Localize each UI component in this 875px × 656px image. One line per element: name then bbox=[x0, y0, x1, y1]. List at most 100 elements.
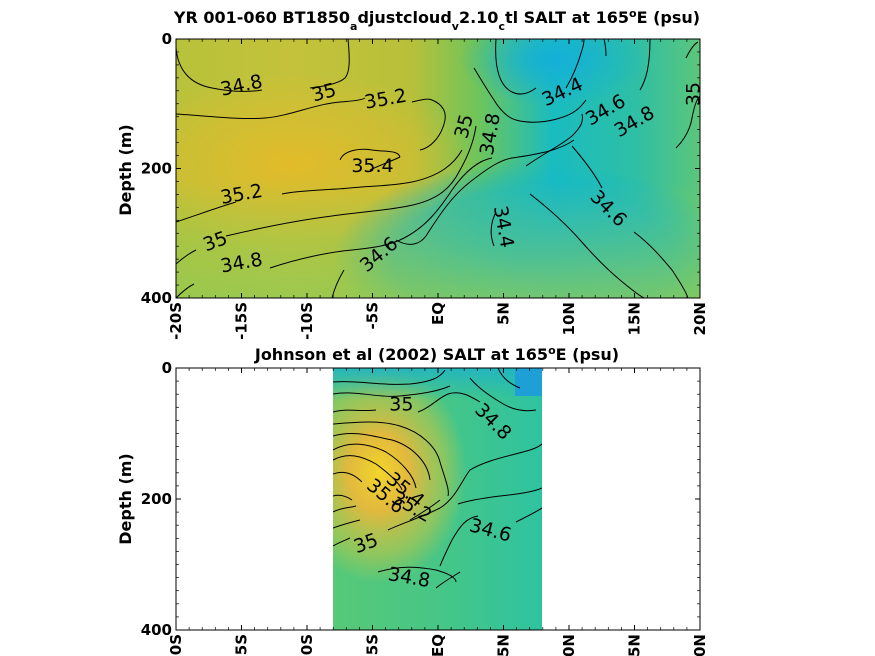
title-segment: E (psu) bbox=[637, 8, 701, 27]
x-tick-label: 10N bbox=[560, 634, 578, 656]
contour-line bbox=[457, 487, 542, 505]
panel-1-title: YR 001-060 BT1850adjustcloudv2.10ctl SAL… bbox=[173, 7, 700, 33]
x-tick-label: -5S bbox=[364, 634, 382, 656]
x-tick-label: -15S bbox=[233, 302, 251, 340]
panel-1-field: 34.8 35 35.235.43534.834.434.634.83535.235… bbox=[176, 39, 704, 298]
x-tick-label: 15N bbox=[626, 302, 644, 335]
contour-line bbox=[176, 47, 263, 92]
panel-1-ticks: -20S -15S -10S -5S EQ 5N 10N 15N 20N 0 200 400 bbox=[141, 30, 709, 340]
x-tick-label: 20N bbox=[691, 302, 709, 335]
contour-line bbox=[309, 39, 350, 89]
contour-line bbox=[339, 148, 401, 161]
contour-line bbox=[639, 39, 651, 91]
title-segment: o bbox=[629, 7, 637, 20]
contour-line bbox=[333, 455, 403, 491]
contour-line bbox=[369, 156, 401, 171]
x-tick-label: -10S bbox=[298, 302, 316, 340]
panel-2-ylabel: Depth (m) bbox=[116, 453, 135, 545]
panel-2-ticks: -20S -15S -10S -5S EQ 5N 10N 15N 20N 0 200 400 bbox=[141, 359, 709, 656]
x-tick-label: -10S bbox=[298, 634, 316, 656]
contour-line bbox=[387, 443, 542, 531]
contour-line bbox=[176, 249, 197, 265]
contour-label: 35 bbox=[389, 394, 413, 416]
contour-line bbox=[377, 566, 457, 583]
contour-line bbox=[515, 507, 542, 523]
y-tick-label: 0 bbox=[162, 30, 172, 48]
contour-line bbox=[495, 39, 537, 95]
contour-line bbox=[439, 515, 479, 567]
contour-line bbox=[333, 421, 449, 497]
contour-line bbox=[417, 392, 481, 413]
y-tick-label: 400 bbox=[141, 289, 172, 307]
x-tick-label: -15S bbox=[233, 634, 251, 656]
y-tick-label: 0 bbox=[162, 359, 172, 377]
x-tick-label: EQ bbox=[429, 634, 447, 656]
y-tick-label: 400 bbox=[141, 621, 172, 639]
panel-2: Johnson et al (2002) SALT at 165oE (psu) bbox=[116, 344, 709, 656]
contour-line bbox=[176, 97, 366, 120]
contour-line bbox=[571, 145, 603, 189]
panel-2-contour-lines bbox=[333, 368, 542, 589]
contour-line bbox=[685, 41, 699, 59]
contour-line bbox=[333, 385, 451, 397]
contour-line bbox=[565, 39, 585, 89]
contour-line bbox=[333, 409, 377, 413]
contour-line bbox=[490, 211, 497, 247]
panel-1-contour-lines bbox=[176, 39, 700, 298]
contour-line bbox=[633, 231, 689, 298]
contour-line bbox=[411, 98, 446, 151]
contour-line bbox=[395, 139, 575, 245]
panel-1-ylabel: Depth (m) bbox=[116, 124, 135, 216]
contour-line bbox=[333, 471, 363, 483]
contour-line bbox=[603, 39, 607, 57]
contour-line bbox=[225, 125, 477, 237]
x-tick-label: 20N bbox=[691, 634, 709, 656]
title-segment: a bbox=[350, 20, 357, 33]
x-tick-label: 5N bbox=[495, 634, 513, 656]
contour-line bbox=[333, 494, 353, 501]
x-tick-label: -5S bbox=[364, 302, 382, 329]
contour-line bbox=[333, 369, 446, 385]
title-segment: E (psu) bbox=[556, 345, 620, 364]
contour-line bbox=[333, 443, 417, 489]
contour-line bbox=[269, 157, 493, 269]
contour-label: 35 bbox=[682, 82, 704, 106]
contour-line bbox=[333, 505, 357, 513]
x-tick-label: EQ bbox=[429, 302, 447, 325]
contour-line bbox=[333, 433, 431, 481]
contour-line bbox=[281, 149, 463, 195]
contour-line bbox=[176, 201, 237, 223]
contour-line bbox=[473, 67, 587, 123]
x-tick-label: 15N bbox=[626, 634, 644, 656]
contour-label: 35.4 bbox=[351, 155, 393, 177]
title-segment: tl SALT at 165 bbox=[505, 8, 629, 27]
y-tick-label: 200 bbox=[141, 490, 172, 508]
contour-line bbox=[176, 283, 195, 298]
contour-line bbox=[331, 269, 345, 298]
contour-line bbox=[333, 519, 361, 529]
x-tick-label: 10N bbox=[560, 302, 578, 335]
title-segment: YR 001-060 BT1850 bbox=[173, 8, 350, 27]
title-segment: c bbox=[498, 20, 505, 33]
contour-line bbox=[435, 571, 461, 589]
panel-1-field-bottom bbox=[176, 39, 700, 298]
contour-line bbox=[409, 499, 441, 521]
contour-line bbox=[525, 113, 583, 167]
panel-1: YR 001-060 BT1850adjustcloudv2.10ctl SAL… bbox=[116, 7, 709, 340]
contour-line bbox=[469, 377, 537, 412]
contour-line bbox=[675, 95, 700, 149]
title-segment: 2.10 bbox=[459, 8, 498, 27]
contour-line bbox=[497, 368, 521, 389]
x-tick-label: -20S bbox=[167, 302, 185, 340]
x-tick-label: -20S bbox=[167, 634, 185, 656]
y-tick-label: 200 bbox=[141, 160, 172, 178]
x-tick-label: 5N bbox=[495, 302, 513, 325]
title-segment: v bbox=[452, 20, 460, 33]
panel-2-title: Johnson et al (2002) SALT at 165oE (psu) bbox=[254, 344, 619, 365]
contour-line bbox=[529, 193, 645, 298]
title-segment: djustcloud bbox=[357, 8, 451, 27]
panel-2-field-corner bbox=[515, 368, 542, 396]
contour-line bbox=[333, 537, 351, 547]
